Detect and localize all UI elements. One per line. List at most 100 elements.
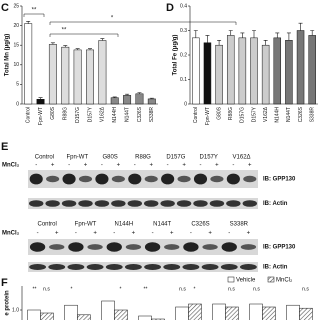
error-bar — [193, 30, 198, 38]
bar — [48, 44, 57, 105]
annotation: ** — [144, 286, 148, 292]
annotation: ** — [32, 8, 37, 14]
error-bar — [125, 93, 130, 96]
band — [105, 264, 123, 270]
treatment-sign: - — [134, 163, 136, 169]
treatment-sign: - — [35, 163, 37, 169]
bar — [24, 23, 33, 105]
error-bar — [275, 32, 280, 38]
panel-label: F — [1, 277, 8, 289]
band — [106, 242, 122, 252]
error-bar — [252, 30, 256, 38]
band — [243, 175, 257, 183]
error-bar — [217, 40, 222, 46]
band — [239, 264, 257, 270]
band — [144, 175, 158, 183]
annotations: ** n.s * * ** *n.s n.s n.s n.s — [33, 286, 310, 292]
treatment-sign: - — [200, 163, 202, 169]
treatment-sign: + — [149, 163, 153, 169]
band — [124, 264, 142, 270]
lane-label: N144T — [153, 222, 171, 228]
band — [161, 173, 175, 185]
error-bar — [205, 35, 210, 43]
band — [86, 264, 104, 270]
x-tick-label: S338R — [149, 107, 155, 123]
lane-label: C326S — [191, 222, 209, 228]
treatment-sign: + — [215, 163, 219, 169]
band — [128, 173, 142, 185]
bar — [77, 314, 91, 320]
treatment-sign: + — [132, 231, 136, 237]
bar — [64, 304, 78, 320]
band — [201, 264, 219, 270]
band — [210, 175, 224, 183]
band — [29, 264, 47, 270]
x-tick-label: S338R — [310, 107, 316, 123]
band — [202, 244, 218, 250]
error-bar — [38, 97, 43, 100]
lane-label: S338R — [230, 222, 249, 228]
error-bar — [137, 92, 142, 94]
lane-label: Fpn-WT — [66, 155, 88, 161]
band — [163, 264, 181, 270]
band — [46, 175, 60, 183]
bar — [296, 30, 305, 105]
error-bar — [88, 48, 92, 50]
error-bar — [50, 42, 55, 45]
band — [49, 244, 65, 250]
bar — [123, 95, 132, 105]
x-tick-label: N144H — [275, 107, 281, 123]
bar — [285, 40, 293, 105]
error-bar — [100, 38, 105, 41]
bar — [110, 97, 119, 105]
treatment-sign: + — [93, 231, 97, 237]
x-tick-label: Fpn-WT — [205, 107, 211, 125]
treatment-sign: + — [247, 231, 251, 237]
band — [209, 200, 225, 207]
treatment-sign: + — [170, 231, 174, 237]
y-tick-label: 0.4 — [180, 3, 187, 9]
y-axis-label: Total Mn (μg/g) — [5, 34, 11, 77]
legend-swatch — [227, 276, 235, 283]
band — [143, 200, 159, 207]
band — [193, 200, 208, 207]
x-tick-label: C326S — [298, 106, 304, 122]
treatment-sign: - — [190, 231, 192, 237]
x-tick-label: V162Δ — [263, 106, 269, 122]
blot — [28, 262, 258, 272]
blot — [28, 198, 258, 209]
treatment-sign: + — [117, 163, 121, 169]
x-tick-label: V162Δ — [100, 106, 106, 122]
x-tick-label: R88G — [228, 107, 234, 120]
band — [48, 264, 66, 270]
error-bar — [26, 20, 31, 24]
bar — [40, 312, 54, 320]
probe-label: IB: Actin — [263, 265, 288, 271]
band — [226, 173, 240, 185]
band — [193, 173, 208, 185]
bar — [226, 35, 235, 105]
annotation: ** — [33, 286, 37, 292]
band — [177, 175, 191, 183]
panel-label: C — [1, 2, 9, 14]
treatment-label: MnCl₂ — [2, 163, 20, 169]
lane-label: D157Y — [200, 155, 218, 161]
y-axis-label: e protein — [5, 290, 11, 316]
annotation: ** — [62, 28, 67, 34]
annotation: * — [194, 286, 196, 292]
error-bar — [112, 96, 117, 98]
x-tick-label: G80S — [216, 106, 222, 119]
bar — [262, 306, 276, 320]
legend-label: Vehicle — [236, 278, 256, 284]
lane-label: G80S — [102, 155, 117, 161]
bar — [225, 306, 239, 320]
error-bar — [63, 45, 68, 48]
legend-label: MnCl₂ — [276, 278, 293, 284]
y-tick-label: 5 — [16, 82, 19, 88]
y-tick-label: 1.0 — [12, 307, 19, 313]
x-tick-label: C326S — [137, 106, 143, 122]
band — [242, 200, 258, 207]
treatment-label: MnCl₂ — [2, 231, 20, 237]
band — [182, 264, 200, 270]
